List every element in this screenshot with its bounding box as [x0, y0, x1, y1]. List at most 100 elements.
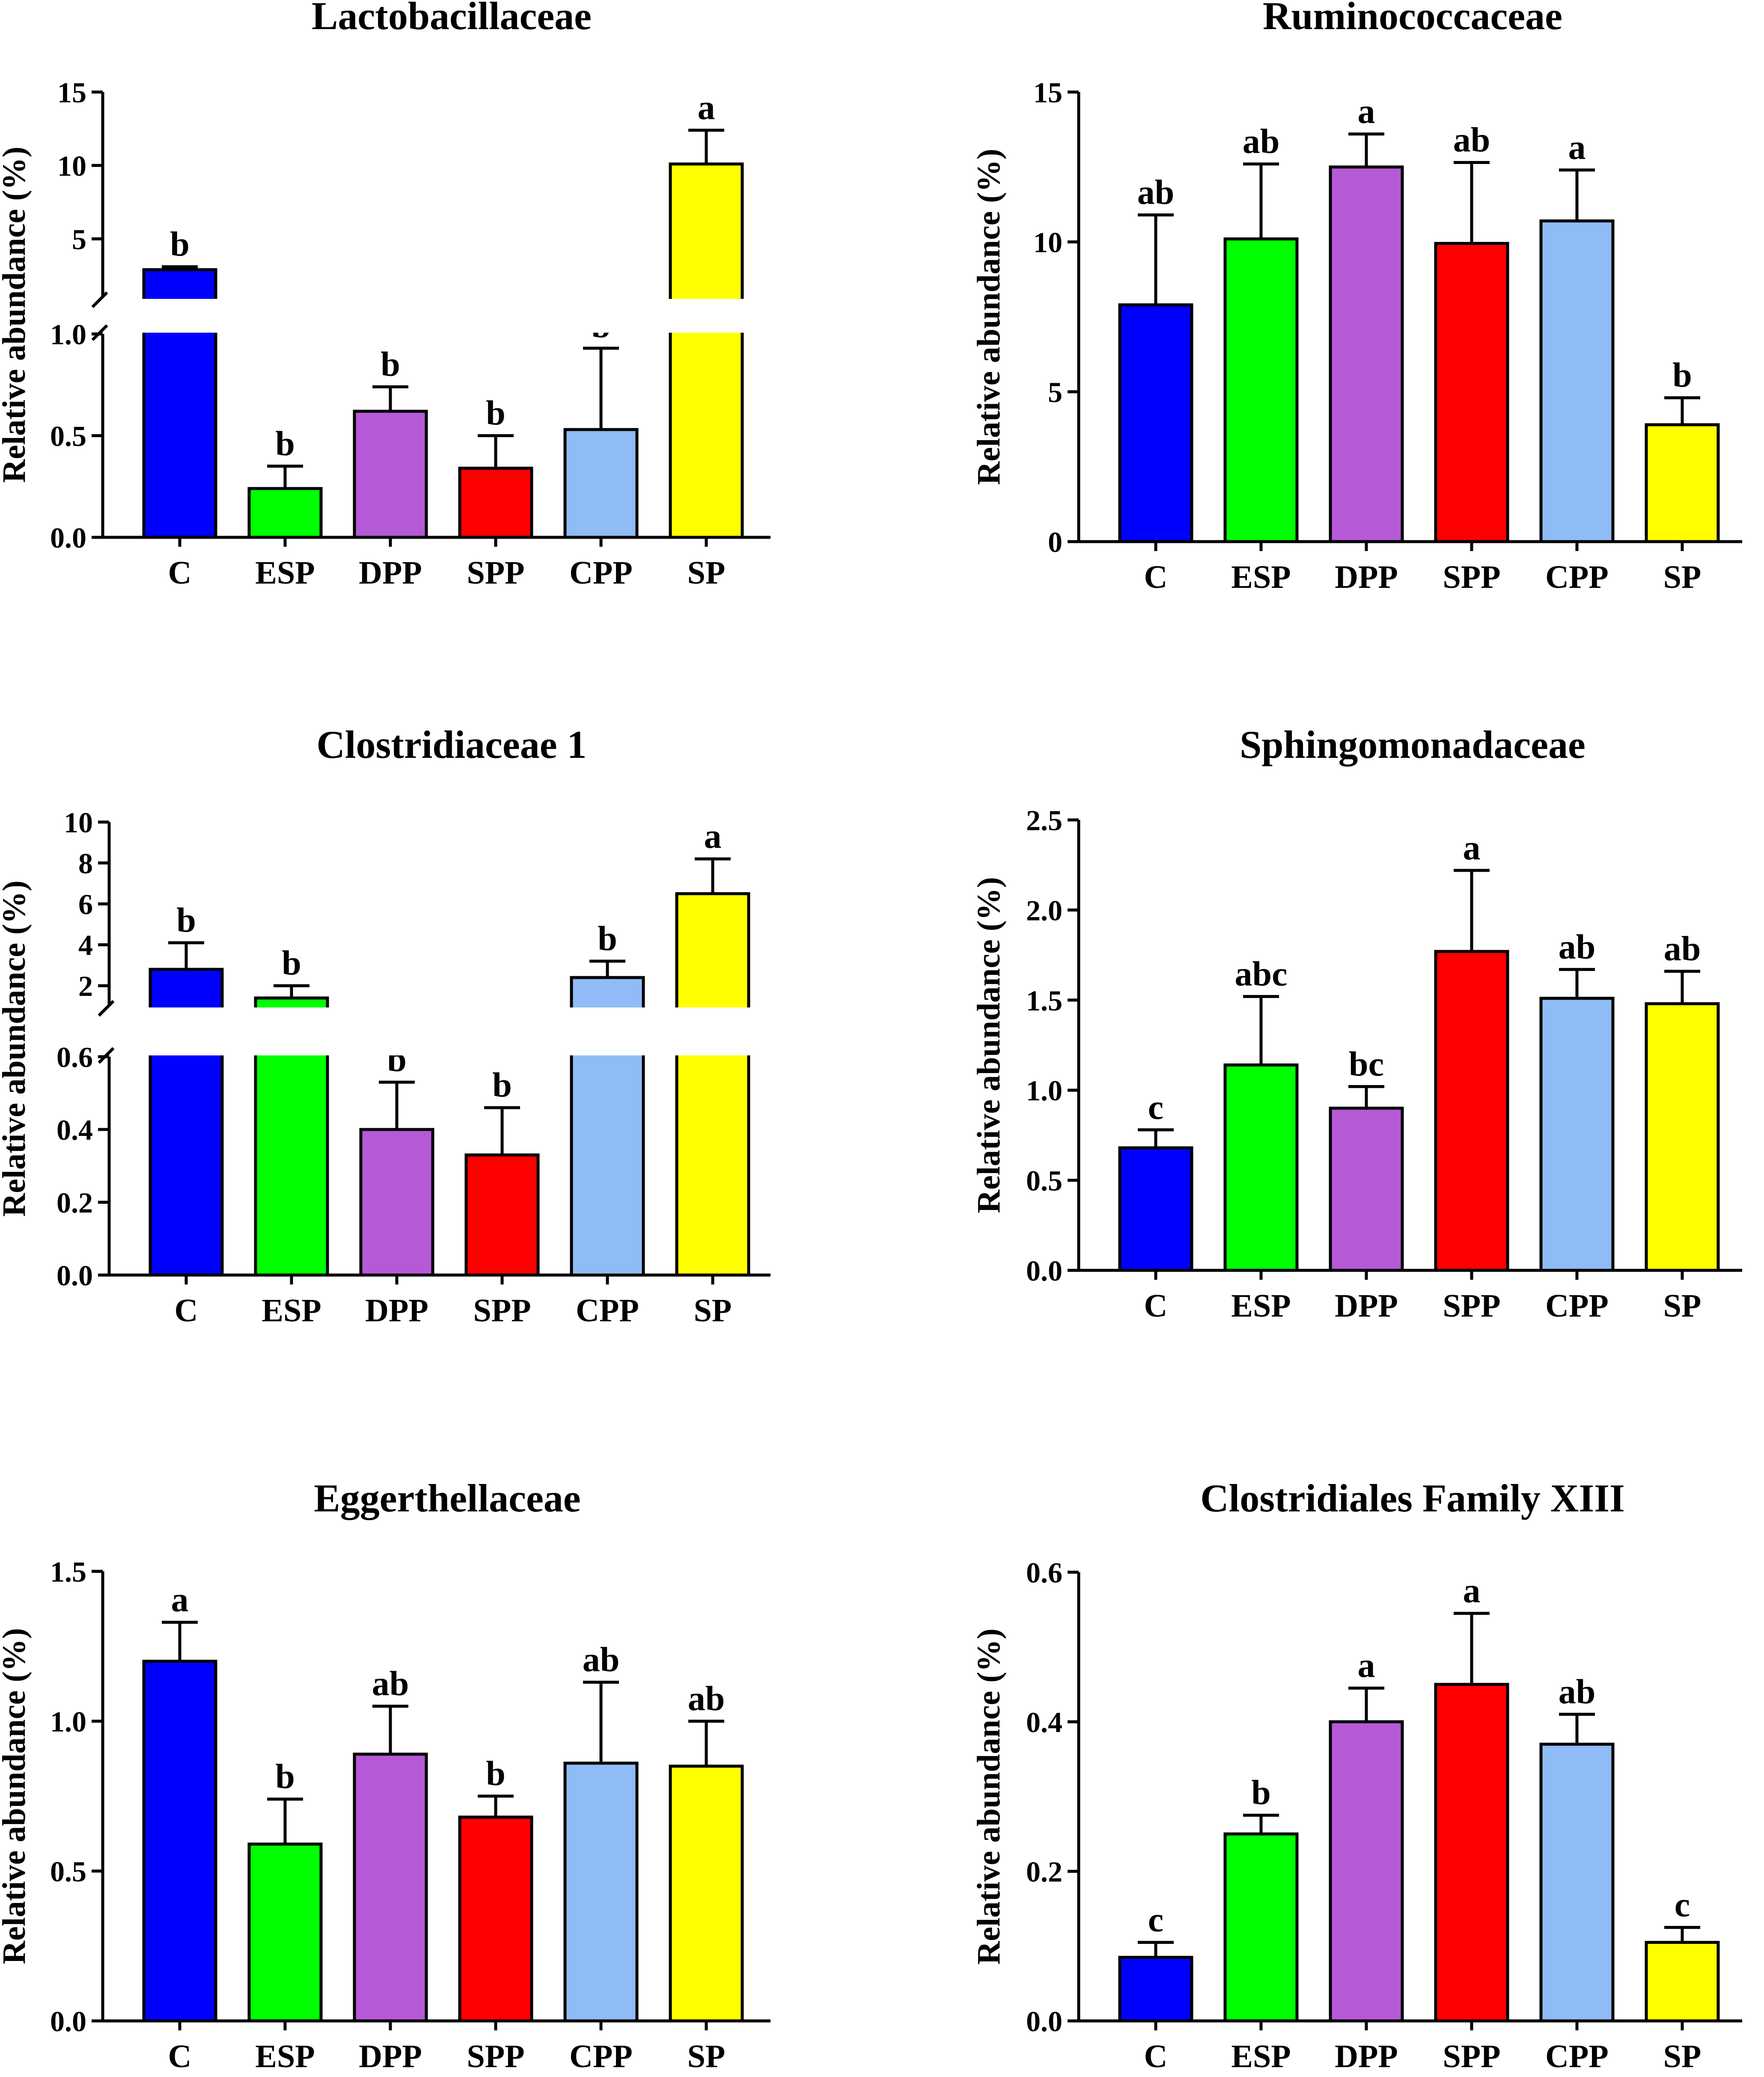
significance-label: a [1358, 92, 1375, 131]
x-tick-label: CPP [569, 2038, 633, 2074]
x-tick-label: ESP [1231, 2038, 1291, 2074]
chart-panel-1: Lactobacillaceae Relative abundance (%) b C… [0, 0, 775, 591]
significance-label: a [704, 816, 722, 855]
y-tick-label: 0.0 [50, 2005, 86, 2038]
bar-CPP [1539, 219, 1615, 543]
y-axis-label: Relative abundance (%) [971, 1628, 1007, 1964]
x-tick-label: SP [1663, 559, 1702, 595]
x-tick-label: C [1144, 2038, 1168, 2074]
significance-label: ab [688, 1679, 725, 1718]
significance-label: c [1148, 1088, 1163, 1126]
bar-SP [669, 1764, 744, 2023]
x-tick-label: C [168, 555, 192, 591]
y-tick-label: 0.0 [50, 521, 86, 554]
significance-label: a [1463, 828, 1481, 867]
y-tick-label: 15 [57, 76, 86, 109]
significance-label: ab [583, 1640, 620, 1679]
axis-break-mark [91, 291, 108, 308]
y-tick-label: 2.0 [1026, 894, 1062, 927]
bar-SP [1645, 423, 1720, 543]
x-tick-label: DPP [1335, 1288, 1398, 1324]
y-tick-label: 2 [78, 970, 93, 1002]
bar-SPP [458, 1815, 533, 2023]
bar-CPP [1539, 997, 1615, 1272]
bar-SPP [1434, 1683, 1509, 2023]
bar-C [1118, 303, 1193, 543]
bar-SPP [458, 467, 533, 539]
x-tick-label: DPP [365, 1293, 428, 1329]
x-tick-label: SP [1663, 1288, 1702, 1324]
x-tick-label: ESP [1231, 1288, 1291, 1324]
y-axis-label: Relative abundance (%) [971, 149, 1007, 485]
significance-label: a [1463, 1571, 1481, 1610]
y-axis-label: Relative abundance (%) [971, 877, 1007, 1213]
chart-title: Clostridiaceae 1 [316, 723, 586, 766]
significance-label: ab [1453, 120, 1490, 159]
x-tick-label: SPP [1443, 2038, 1500, 2074]
significance-label: ab [1559, 1672, 1596, 1711]
axis-break-mark [98, 1000, 115, 1017]
bar-DPP [353, 1752, 428, 2023]
bar-DPP [1329, 1720, 1404, 2023]
bar-C [1118, 1956, 1193, 2023]
y-tick-label: 4 [78, 929, 93, 962]
x-tick-label: SPP [473, 1293, 531, 1329]
x-tick-label: DPP [1335, 2038, 1398, 2074]
x-tick-label: DPP [359, 555, 422, 591]
y-tick-label: 5 [1048, 376, 1062, 408]
x-tick-label: SPP [467, 2038, 524, 2074]
x-tick-label: DPP [359, 2038, 422, 2074]
chart-title: Clostridiales Family XIII [1200, 1476, 1625, 1520]
y-tick-label: 0.6 [1026, 1556, 1062, 1589]
x-tick-label: SP [1663, 2038, 1702, 2074]
y-tick-label: 1.5 [1026, 984, 1062, 1017]
x-tick-label: SPP [1443, 1288, 1500, 1324]
bar-C [142, 1660, 217, 2023]
y-tick-label: 5 [72, 223, 86, 256]
y-tick-label: 0.0 [1026, 1255, 1062, 1287]
x-tick-label: ESP [262, 1293, 321, 1329]
y-tick-label: 0.5 [1026, 1165, 1062, 1197]
y-tick-label: 0.0 [57, 1259, 93, 1292]
significance-label: b [275, 424, 295, 463]
axis-break-gap [96, 1007, 775, 1055]
significance-label: a [698, 88, 715, 127]
chart-panel-4: Sphingomonadaceae Relative abundance (%) c… [971, 723, 1742, 1324]
y-tick-label: 10 [64, 806, 93, 839]
chart-title: Eggerthellaceae [314, 1476, 580, 1520]
x-tick-label: SP [694, 1293, 732, 1329]
x-tick-label: SP [687, 555, 726, 591]
bar-SPP [1434, 242, 1509, 543]
bar-ESP [247, 1842, 323, 2023]
significance-label: b [1251, 1773, 1271, 1812]
significance-label: b [176, 900, 196, 939]
x-tick-label: ESP [1231, 559, 1291, 595]
y-tick-label: 6 [78, 888, 93, 921]
y-tick-label: 0.6 [57, 1041, 93, 1073]
bar-CPP [563, 1761, 639, 2023]
x-tick-label: SPP [467, 555, 524, 591]
bar-SPP [1434, 950, 1509, 1272]
x-tick-label: CPP [1545, 559, 1609, 595]
bar-ESP [247, 487, 323, 539]
significance-label: ab [1559, 927, 1596, 966]
x-tick-label: C [168, 2038, 192, 2074]
significance-label: b [492, 1065, 512, 1104]
x-tick-label: ESP [255, 555, 315, 591]
significance-label: b [598, 919, 617, 958]
y-tick-label: 0.2 [57, 1186, 93, 1219]
y-tick-label: 0.4 [57, 1114, 93, 1146]
significance-label: b [1672, 355, 1692, 394]
significance-label: ab [1137, 173, 1175, 212]
significance-label: b [486, 393, 506, 432]
bar-SP [669, 162, 744, 539]
significance-label: b [170, 224, 190, 263]
significance-label: ab [372, 1664, 409, 1703]
x-tick-label: SPP [1443, 559, 1500, 595]
y-tick-label: 0.4 [1026, 1706, 1062, 1738]
y-tick-label: 0.5 [50, 420, 86, 453]
significance-label: ab [1664, 929, 1701, 968]
y-tick-label: 0 [1048, 526, 1062, 558]
bar-SP [1645, 1002, 1720, 1272]
